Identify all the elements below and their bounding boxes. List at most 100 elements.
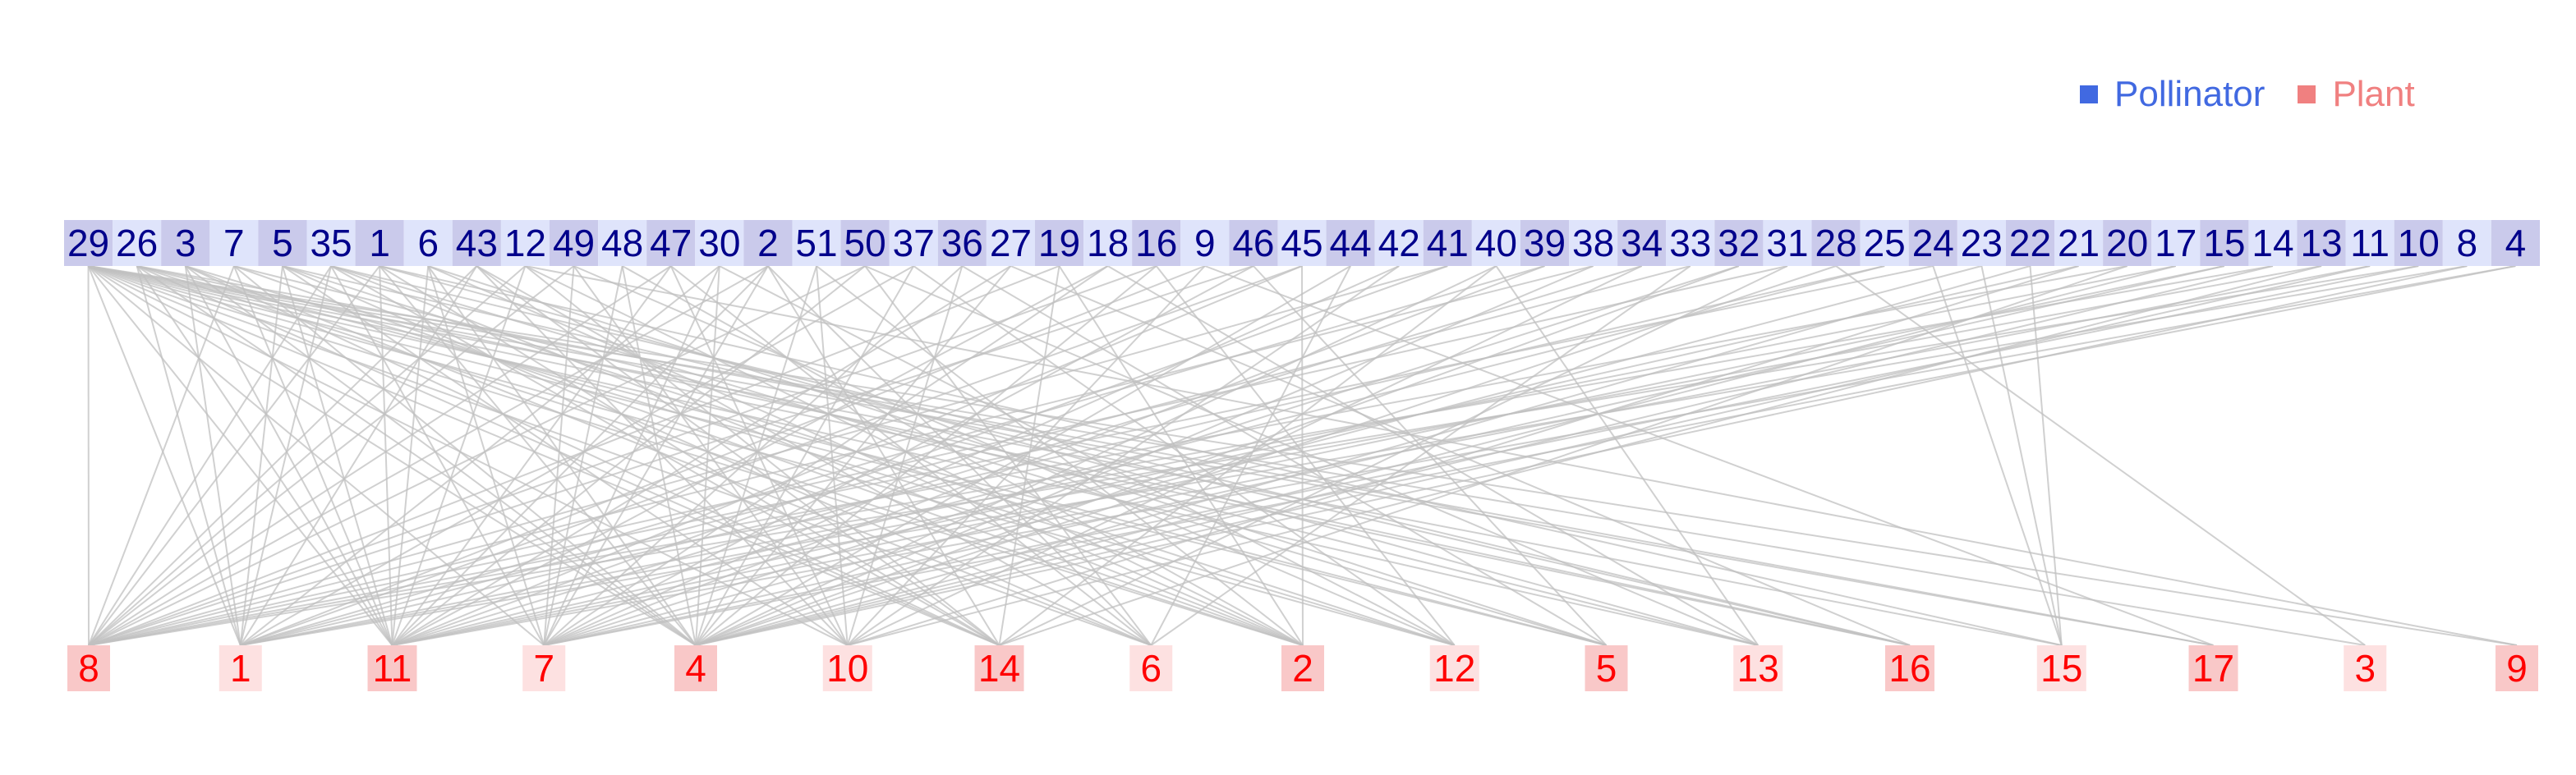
plant-node-16[interactable]: 16 bbox=[1885, 645, 1934, 691]
pollinator-node-24[interactable]: 24 bbox=[1908, 220, 1957, 266]
pollinator-node-29[interactable]: 29 bbox=[64, 220, 113, 266]
pollinator-node-label: 1 bbox=[369, 222, 390, 264]
plant-node-7[interactable]: 7 bbox=[522, 645, 566, 691]
pollinator-node-31[interactable]: 31 bbox=[1763, 220, 1812, 266]
pollinator-nodes: 29 26 3 7 5 35 1 6 43 12 49 48 47 30 2 51 50 37 36 27 19 18 16… bbox=[64, 220, 2540, 266]
pollinator-node-13[interactable]: 13 bbox=[2297, 220, 2346, 266]
pollinator-node-32[interactable]: 32 bbox=[1714, 220, 1764, 266]
pollinator-node-39[interactable]: 39 bbox=[1520, 220, 1570, 266]
pollinator-node-box bbox=[840, 220, 890, 266]
pollinator-node-box bbox=[792, 220, 841, 266]
edge-40-4 bbox=[695, 265, 1497, 646]
plant-node-3[interactable]: 3 bbox=[2344, 645, 2387, 691]
pollinator-node-8[interactable]: 8 bbox=[2442, 220, 2491, 266]
pollinator-node-label: 6 bbox=[417, 222, 439, 264]
pollinator-node-19[interactable]: 19 bbox=[1034, 220, 1084, 266]
pollinator-node-30[interactable]: 30 bbox=[695, 220, 744, 266]
pollinator-node-12[interactable]: 12 bbox=[500, 220, 550, 266]
pollinator-node-48[interactable]: 48 bbox=[598, 220, 647, 266]
edge-19-14 bbox=[998, 265, 1060, 646]
pollinator-node-41[interactable]: 41 bbox=[1423, 220, 1472, 266]
pollinator-node-18[interactable]: 18 bbox=[1083, 220, 1133, 266]
pollinator-node-40[interactable]: 40 bbox=[1471, 220, 1520, 266]
pollinator-node-14[interactable]: 14 bbox=[2248, 220, 2298, 266]
pollinator-node-50[interactable]: 50 bbox=[840, 220, 890, 266]
plant-node-box bbox=[367, 645, 417, 691]
pollinator-node-20[interactable]: 20 bbox=[2103, 220, 2152, 266]
pollinator-node-38[interactable]: 38 bbox=[1569, 220, 1618, 266]
edge-35-16 bbox=[330, 265, 1911, 646]
pollinator-node-46[interactable]: 46 bbox=[1229, 220, 1278, 266]
pollinator-node-51[interactable]: 51 bbox=[792, 220, 841, 266]
pollinator-node-25[interactable]: 25 bbox=[1860, 220, 1909, 266]
pollinator-node-45[interactable]: 45 bbox=[1277, 220, 1327, 266]
plant-node-13[interactable]: 13 bbox=[1733, 645, 1783, 691]
pollinator-node-34[interactable]: 34 bbox=[1617, 220, 1667, 266]
pollinator-node-7[interactable]: 7 bbox=[209, 220, 259, 266]
edge-9-1 bbox=[240, 265, 1206, 646]
edge-33-6 bbox=[1150, 265, 1691, 646]
pollinator-node-10[interactable]: 10 bbox=[2394, 220, 2443, 266]
pollinator-node-44[interactable]: 44 bbox=[1326, 220, 1375, 266]
pollinator-node-26[interactable]: 26 bbox=[113, 220, 162, 266]
edge-25-11 bbox=[392, 265, 1885, 646]
pollinator-node-36[interactable]: 36 bbox=[937, 220, 987, 266]
edge-37-1 bbox=[240, 265, 914, 646]
pollinator-node-15[interactable]: 15 bbox=[2200, 220, 2249, 266]
pollinator-node-5[interactable]: 5 bbox=[258, 220, 307, 266]
edge-47-11 bbox=[391, 265, 672, 646]
pollinator-node-42[interactable]: 42 bbox=[1374, 220, 1424, 266]
pollinator-node-box bbox=[1617, 220, 1667, 266]
legend-item-plant[interactable]: Plant bbox=[2298, 74, 2415, 115]
edge-16-4 bbox=[695, 265, 1157, 646]
plant-node-6[interactable]: 6 bbox=[1129, 645, 1173, 691]
pollinator-node-4[interactable]: 4 bbox=[2491, 220, 2540, 266]
pollinator-node-22[interactable]: 22 bbox=[2005, 220, 2055, 266]
edge-46-8 bbox=[88, 265, 1254, 646]
pollinator-node-11[interactable]: 11 bbox=[2345, 220, 2394, 266]
pollinator-node-27[interactable]: 27 bbox=[986, 220, 1035, 266]
pollinator-node-label: 24 bbox=[1912, 222, 1954, 264]
edge-29-13 bbox=[88, 265, 1759, 646]
plant-node-2[interactable]: 2 bbox=[1281, 645, 1324, 691]
pollinator-node-label: 37 bbox=[893, 222, 935, 264]
pollinator-node-label: 16 bbox=[1135, 222, 1177, 264]
pollinator-node-49[interactable]: 49 bbox=[549, 220, 599, 266]
plant-node-12[interactable]: 12 bbox=[1429, 645, 1479, 691]
plant-node-4[interactable]: 4 bbox=[674, 645, 717, 691]
plant-node-5[interactable]: 5 bbox=[1585, 645, 1628, 691]
pollinator-node-16[interactable]: 16 bbox=[1132, 220, 1181, 266]
pollinator-node-43[interactable]: 43 bbox=[452, 220, 501, 266]
pollinator-node-33[interactable]: 33 bbox=[1666, 220, 1715, 266]
edge-3-11 bbox=[184, 265, 393, 646]
edge-6-7 bbox=[427, 265, 545, 646]
plant-node-15[interactable]: 15 bbox=[2036, 645, 2086, 691]
pollinator-node-2[interactable]: 2 bbox=[743, 220, 793, 266]
plant-node-label: 10 bbox=[826, 647, 868, 690]
plant-node-label: 6 bbox=[1140, 647, 1162, 690]
pollinator-node-3[interactable]: 3 bbox=[161, 220, 210, 266]
edge-30-12 bbox=[719, 265, 1456, 646]
pollinator-node-1[interactable]: 1 bbox=[355, 220, 404, 266]
pollinator-node-17[interactable]: 17 bbox=[2151, 220, 2201, 266]
plant-node-11[interactable]: 11 bbox=[367, 645, 417, 691]
pollinator-node-label: 30 bbox=[698, 222, 740, 264]
plant-node-10[interactable]: 10 bbox=[822, 645, 872, 691]
pollinator-node-28[interactable]: 28 bbox=[1811, 220, 1861, 266]
legend-item-pollinator[interactable]: Pollinator bbox=[2080, 74, 2265, 115]
plant-node-1[interactable]: 1 bbox=[218, 645, 262, 691]
pollinator-node-21[interactable]: 21 bbox=[2054, 220, 2104, 266]
plant-node-17[interactable]: 17 bbox=[2188, 645, 2238, 691]
pollinator-node-9[interactable]: 9 bbox=[1180, 220, 1230, 266]
pollinator-node-47[interactable]: 47 bbox=[646, 220, 696, 266]
pollinator-node-box bbox=[1326, 220, 1375, 266]
plant-node-14[interactable]: 14 bbox=[974, 645, 1024, 691]
plant-node-9[interactable]: 9 bbox=[2496, 645, 2538, 691]
edge-29-15 bbox=[88, 265, 2062, 646]
pollinator-node-6[interactable]: 6 bbox=[403, 220, 453, 266]
pollinator-node-23[interactable]: 23 bbox=[1957, 220, 2006, 266]
pollinator-node-37[interactable]: 37 bbox=[889, 220, 938, 266]
pollinator-node-35[interactable]: 35 bbox=[306, 220, 356, 266]
plant-node-8[interactable]: 8 bbox=[67, 645, 110, 691]
